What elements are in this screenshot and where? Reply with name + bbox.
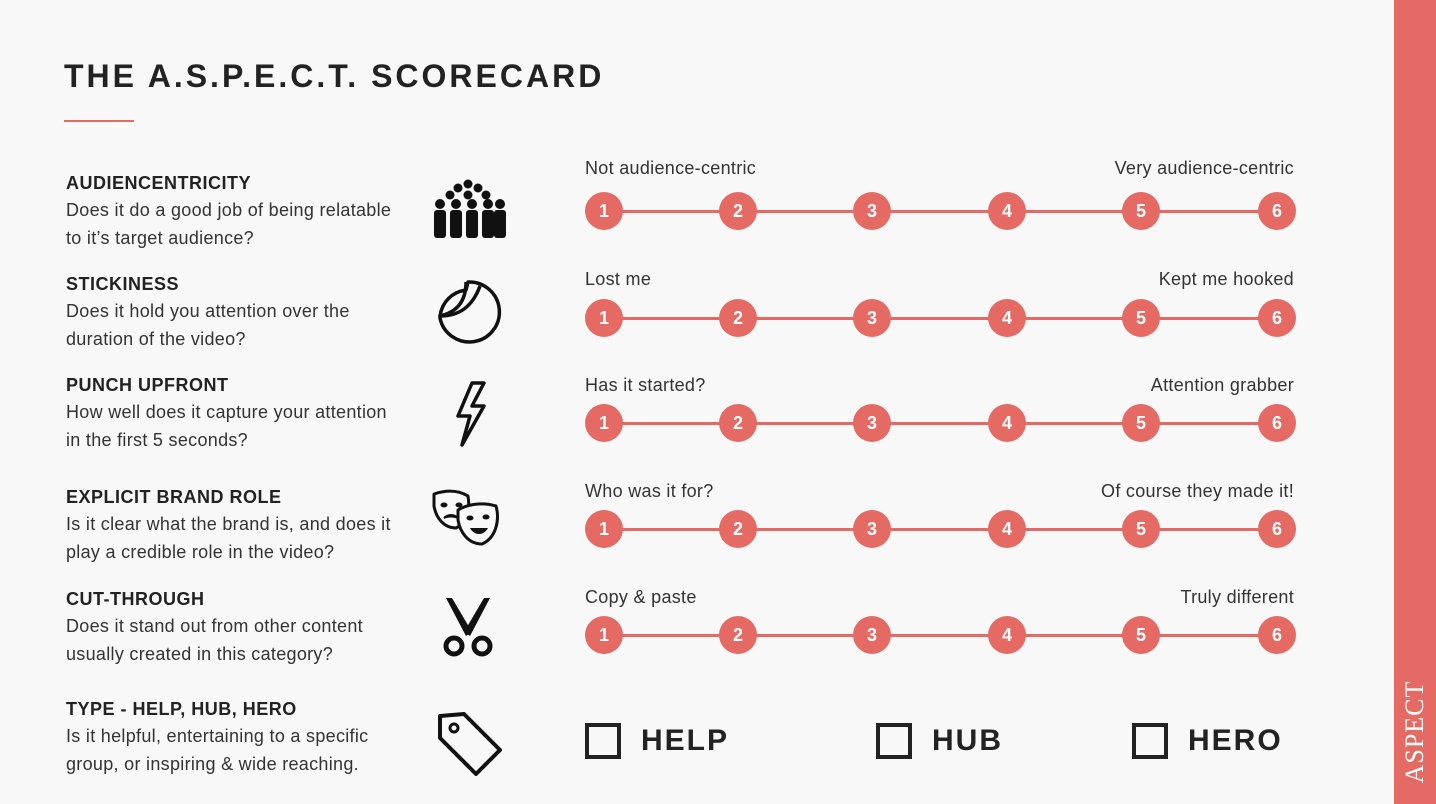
theater-masks-icon xyxy=(428,488,508,556)
rating-option-3[interactable]: 3 xyxy=(853,616,891,654)
criterion-description: Does it do a good job of being relatable… xyxy=(66,200,392,248)
rating-option-3[interactable]: 3 xyxy=(853,192,891,230)
rating-scale-audiencentricity: 1 2 3 4 5 6 xyxy=(585,192,1296,230)
hero-label: HERO xyxy=(1188,724,1283,757)
criterion-cut-through: CUT-THROUGH Does it stand out from other… xyxy=(66,588,406,668)
scale-low-label: Has it started? xyxy=(585,375,706,395)
rating-option-4[interactable]: 4 xyxy=(988,299,1026,337)
scale-low-label: Copy & paste xyxy=(585,587,697,607)
rating-option-1[interactable]: 1 xyxy=(585,404,623,442)
sticker-icon xyxy=(428,278,508,346)
rating-option-2[interactable]: 2 xyxy=(719,510,757,548)
rating-option-1[interactable]: 1 xyxy=(585,510,623,548)
rating-option-2[interactable]: 2 xyxy=(719,299,757,337)
scale-line xyxy=(603,528,1278,531)
audience-crowd-icon xyxy=(428,176,508,244)
help-label: HELP xyxy=(641,724,730,757)
scale-low-label: Not audience-centric xyxy=(585,158,757,178)
side-brand-text: ASPECT xyxy=(1400,680,1429,784)
rating-option-4[interactable]: 4 xyxy=(988,510,1026,548)
rating-option-4[interactable]: 4 xyxy=(988,404,1026,442)
rating-option-6[interactable]: 6 xyxy=(1258,404,1296,442)
criterion-name: CUT-THROUGH xyxy=(66,589,205,609)
rating-option-5[interactable]: 5 xyxy=(1122,616,1160,654)
criterion-description: How well does it capture your attention … xyxy=(66,402,387,450)
criterion-name: EXPLICIT BRAND ROLE xyxy=(66,487,282,507)
scale-line xyxy=(603,210,1278,213)
hero-checkbox[interactable] xyxy=(1132,723,1168,759)
scissors-icon xyxy=(428,594,508,662)
side-accent-bar xyxy=(1394,0,1436,804)
rating-option-2[interactable]: 2 xyxy=(719,616,757,654)
rating-option-6[interactable]: 6 xyxy=(1258,510,1296,548)
scale-high-label: Kept me hooked xyxy=(1158,269,1294,289)
rating-option-6[interactable]: 6 xyxy=(1258,616,1296,654)
rating-option-6[interactable]: 6 xyxy=(1258,299,1296,337)
tag-icon xyxy=(428,708,508,776)
scale-line xyxy=(603,317,1278,320)
criterion-description: Does it hold you attention over the dura… xyxy=(66,301,350,349)
criterion-description: Does it stand out from other content usu… xyxy=(66,616,363,664)
rating-option-5[interactable]: 5 xyxy=(1122,192,1160,230)
rating-scale-cut-through: 1 2 3 4 5 6 xyxy=(585,616,1296,654)
criterion-description: Is it clear what the brand is, and does … xyxy=(66,514,391,562)
rating-option-3[interactable]: 3 xyxy=(853,404,891,442)
rating-option-1[interactable]: 1 xyxy=(585,616,623,654)
rating-option-5[interactable]: 5 xyxy=(1122,510,1160,548)
criterion-name: AUDIENCENTRICITY xyxy=(66,173,252,193)
rating-scale-stickiness: 1 2 3 4 5 6 xyxy=(585,299,1296,337)
title-underline xyxy=(64,120,134,122)
criterion-stickiness: STICKINESS Does it hold you attention ov… xyxy=(66,273,406,353)
scale-low-label: Who was it for? xyxy=(585,481,714,501)
scale-high-label: Of course they made it! xyxy=(1101,481,1294,501)
rating-option-3[interactable]: 3 xyxy=(853,510,891,548)
type-option-hero[interactable]: HERO xyxy=(1132,722,1283,760)
criterion-explicit-brand-role: EXPLICIT BRAND ROLE Is it clear what the… xyxy=(66,486,406,566)
rating-option-6[interactable]: 6 xyxy=(1258,192,1296,230)
help-checkbox[interactable] xyxy=(585,723,621,759)
type-option-hub[interactable]: HUB xyxy=(876,722,1003,760)
rating-option-2[interactable]: 2 xyxy=(719,404,757,442)
criterion-name: TYPE - HELP, HUB, HERO xyxy=(66,699,297,719)
rating-option-2[interactable]: 2 xyxy=(719,192,757,230)
hub-label: HUB xyxy=(932,724,1003,757)
scale-high-label: Truly different xyxy=(1180,587,1294,607)
lightning-bolt-icon xyxy=(428,380,508,448)
criterion-audiencentricity: AUDIENCENTRICITY Does it do a good job o… xyxy=(66,172,406,252)
scale-line xyxy=(603,634,1278,637)
rating-scale-punch-upfront: 1 2 3 4 5 6 xyxy=(585,404,1296,442)
type-option-help[interactable]: HELP xyxy=(585,722,729,760)
criterion-description: Is it helpful, entertaining to a specifi… xyxy=(66,726,369,774)
rating-option-5[interactable]: 5 xyxy=(1122,404,1160,442)
rating-option-1[interactable]: 1 xyxy=(585,299,623,337)
scale-high-label: Attention grabber xyxy=(1150,375,1294,395)
rating-option-4[interactable]: 4 xyxy=(988,192,1026,230)
hub-checkbox[interactable] xyxy=(876,723,912,759)
criterion-name: PUNCH UPFRONT xyxy=(66,375,229,395)
page-title: THE A.S.P.E.C.T. SCORECARD xyxy=(64,58,605,94)
rating-option-4[interactable]: 4 xyxy=(988,616,1026,654)
rating-option-5[interactable]: 5 xyxy=(1122,299,1160,337)
rating-scale-explicit-brand-role: 1 2 3 4 5 6 xyxy=(585,510,1296,548)
side-brand-label: ASPECT xyxy=(1394,676,1436,788)
rating-option-3[interactable]: 3 xyxy=(853,299,891,337)
scale-high-label: Very audience-centric xyxy=(1114,158,1294,178)
criterion-type: TYPE - HELP, HUB, HERO Is it helpful, en… xyxy=(66,698,406,778)
scale-line xyxy=(603,422,1278,425)
criterion-name: STICKINESS xyxy=(66,274,180,294)
criterion-punch-upfront: PUNCH UPFRONT How well does it capture y… xyxy=(66,374,406,454)
rating-option-1[interactable]: 1 xyxy=(585,192,623,230)
scale-low-label: Lost me xyxy=(585,269,652,289)
